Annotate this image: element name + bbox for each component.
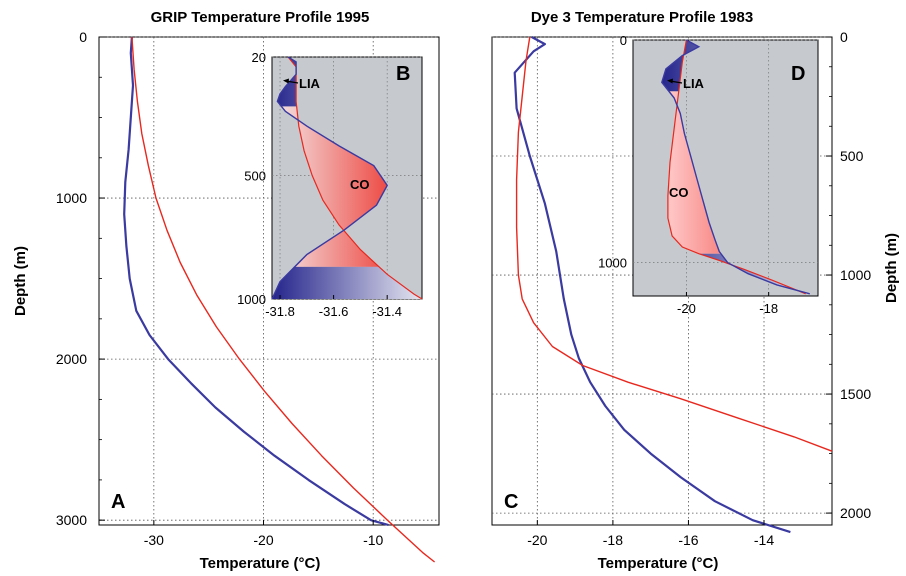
panel-b-y-tick-label: 20	[252, 50, 266, 65]
panel-d-lia-arrow	[667, 78, 683, 84]
panel-d-series-red-line	[667, 39, 806, 295]
panel-d-annotation-lia: LIA	[683, 76, 705, 91]
panel-c-x-tick-label: -14	[754, 532, 774, 548]
panel-a-y-tick-label: 2000	[56, 351, 87, 367]
panel-d-inset: -20 -18 0 1000 D LIA CO	[598, 33, 819, 316]
panel-b-x-tick-label: -31.4	[372, 304, 402, 319]
panel-a-x-tick-label: -30	[144, 532, 164, 548]
panel-b-y-tick-label: 500	[244, 169, 266, 184]
panel-d-co-region	[667, 91, 721, 254]
panel-b-series-red-line	[287, 56, 423, 300]
panel-b-annotation-lia: LIA	[299, 76, 321, 91]
panel-a-y-tick-label: 1000	[56, 190, 87, 206]
panel-d-x-tick-label: -18	[759, 301, 778, 316]
panel-d-label: D	[791, 63, 805, 85]
panel-a-xlabel: Temperature (°C)	[200, 555, 321, 572]
panel-d-series-blue-line	[661, 39, 810, 295]
panel-a-x-tick-label: -10	[363, 532, 383, 548]
panel-b-y-tick-label: 1000	[237, 292, 266, 307]
panel-c-y-tick-label: 1000	[840, 267, 871, 283]
panel-c-y-tick-label: 1500	[840, 386, 871, 402]
panel-d-x-tick-label: -20	[677, 301, 696, 316]
panel-a-series-blue-line	[123, 36, 389, 527]
panel-a-label: A	[111, 491, 125, 513]
panel-b-annotation-co: CO	[350, 177, 370, 192]
panel-b-x-tick-label: -31.8	[265, 304, 295, 319]
panel-b-inset: -31.8 -31.6 -31.4 20 500 1000 B LIA CO	[237, 50, 423, 319]
panel-c-x-tick-label: -16	[678, 532, 698, 548]
panel-c: Dye 3 Temperature Profile 1983 -20 -18 -16…	[491, 9, 900, 572]
panel-c-label: C	[504, 491, 518, 513]
panel-a-y-tick-label: 0	[79, 29, 87, 45]
panel-c-y-tick-label: 500	[840, 148, 864, 164]
panel-a-x-tick-label: -20	[253, 532, 273, 548]
panel-d-annotation-co: CO	[669, 185, 689, 200]
panel-c-frame	[491, 36, 833, 526]
panel-c-x-tick-label: -18	[603, 532, 623, 548]
panel-c-title: Dye 3 Temperature Profile 1983	[531, 9, 753, 26]
panel-b-x-tick-label: -31.6	[319, 304, 349, 319]
panel-b-series-blue-line	[271, 56, 389, 300]
panel-c-series-blue-line	[513, 36, 791, 534]
panel-b-co-region	[281, 106, 388, 267]
panel-c-y-tick-label: 2000	[840, 505, 871, 521]
panel-c-y-tick-label: 0	[840, 29, 848, 45]
panel-c-xlabel: Temperature (°C)	[598, 555, 719, 572]
panel-c-series-red-line	[515, 36, 833, 452]
panel-b-lia-arrow	[283, 78, 299, 84]
panel-a-series-red-line	[131, 36, 436, 563]
panel-c-x-tick-label: -20	[527, 532, 547, 548]
panel-a-ylabel: Depth (m)	[12, 246, 29, 316]
panel-a-frame	[98, 36, 440, 526]
panel-a: GRIP Temperature Profile 1995 -30 -20 -10 0…	[12, 9, 440, 572]
panel-a-title: GRIP Temperature Profile 1995	[151, 9, 370, 26]
panel-c-ylabel: Depth (m)	[883, 233, 900, 303]
panel-d-y-tick-label: 1000	[598, 256, 627, 271]
panel-d-y-tick-label: 0	[620, 33, 627, 48]
panel-b-label: B	[396, 63, 410, 85]
panel-a-y-tick-label: 3000	[56, 512, 87, 528]
